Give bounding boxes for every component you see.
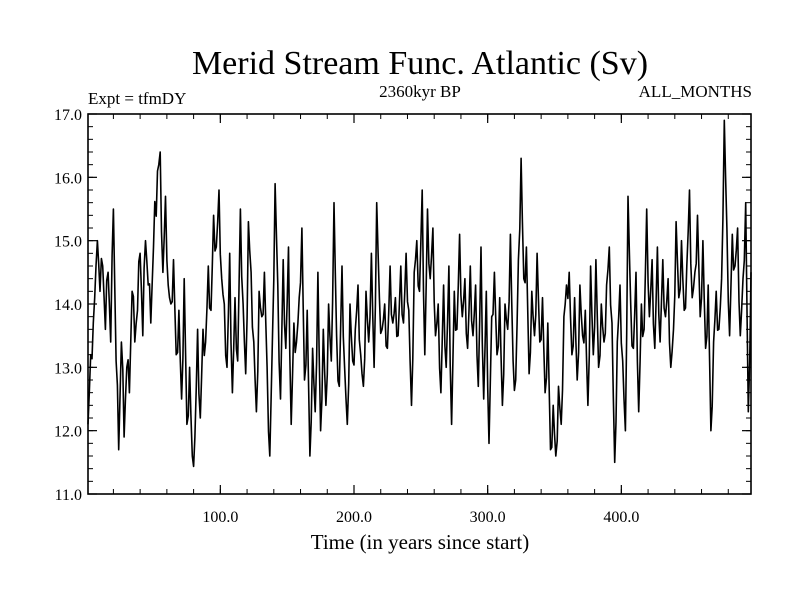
y-tick-label: 13.0 bbox=[54, 360, 82, 377]
plot-frame bbox=[87, 113, 752, 495]
y-tick-label: 16.0 bbox=[54, 170, 82, 187]
x-tick-label: 100.0 bbox=[202, 509, 238, 526]
chart-subtitle-left: Expt = tfmDY bbox=[88, 89, 186, 108]
plot-area bbox=[87, 119, 752, 468]
axes: 11.0 12.0 13.0 14.0 15.0 16.0 17.0 100.0 200.0 30… bbox=[54, 107, 751, 526]
y-tick-label: 11.0 bbox=[55, 487, 82, 504]
x-tick-label: 400.0 bbox=[603, 509, 639, 526]
series-line bbox=[87, 119, 752, 468]
x-tick-label: 300.0 bbox=[470, 509, 506, 526]
x-axis-label: Time (in years since start) bbox=[311, 530, 530, 554]
y-tick-label: 12.0 bbox=[54, 424, 82, 441]
y-tick-label: 15.0 bbox=[54, 234, 82, 251]
chart-title: Merid Stream Func. Atlantic (Sv) bbox=[192, 45, 648, 82]
chart-subtitle-right: ALL_MONTHS bbox=[639, 82, 752, 101]
x-tick-label: 200.0 bbox=[336, 509, 372, 526]
y-tick-label: 14.0 bbox=[54, 297, 82, 314]
chart-subtitle-center: 2360kyr BP bbox=[379, 82, 461, 101]
y-tick-label: 17.0 bbox=[54, 107, 82, 124]
